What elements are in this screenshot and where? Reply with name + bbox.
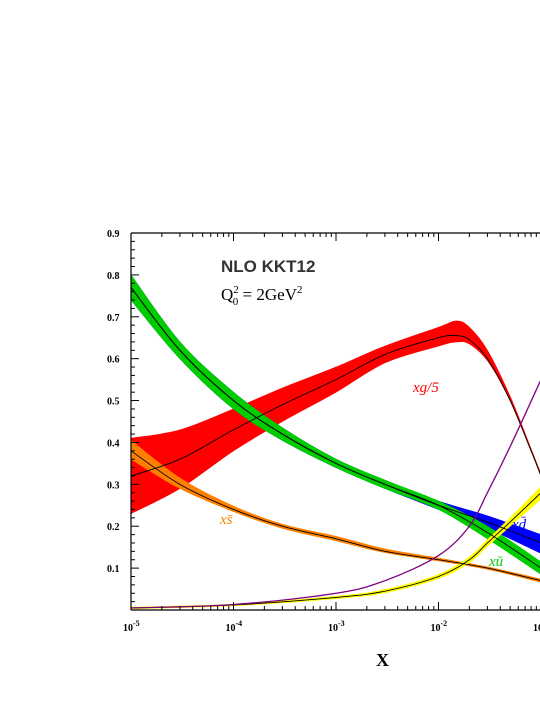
series-label-xsbar: xs̄: [219, 512, 233, 528]
axis-ticks: [130, 232, 537, 611]
x-tick-label: 10-1: [533, 619, 540, 634]
x-tick-label: 10-4: [226, 619, 243, 634]
x-axis-label: X: [376, 650, 389, 670]
y-tick-label: 0.4: [107, 438, 120, 449]
central-curves: [131, 287, 540, 609]
y-tick-label: 0.8: [107, 271, 120, 282]
uncertainty-bands: [131, 274, 540, 610]
band-valence: [131, 487, 540, 610]
chart-title: NLO KKT12: [221, 257, 315, 276]
y-tick-label: 0.7: [107, 313, 120, 324]
series-label-xdbar: xd̄: [511, 517, 527, 533]
y-tick-label: 0.2: [107, 522, 120, 533]
series-label-xg5: xg/5: [412, 380, 439, 396]
y-tick-label: 0.9: [107, 229, 120, 240]
tick-labels: 10-5 10-4 10-3 10-2 10-1 0.1 0.2 0.3 0.4 0.5 0.6 0.…: [107, 229, 540, 634]
band-xg5: [131, 320, 540, 514]
y-tick-label: 0.3: [107, 480, 120, 491]
x-tick-label: 10-5: [123, 619, 140, 634]
curve-xu: [131, 287, 540, 568]
band-xu: [131, 274, 540, 575]
curve-xg5: [131, 334, 540, 477]
curve-xd: [131, 287, 540, 544]
y-tick-label: 0.6: [107, 355, 120, 366]
curve-purple: [131, 380, 540, 609]
series-label-xubar: xū: [488, 554, 503, 570]
y-tick-label: 0.1: [107, 564, 120, 575]
band-xs: [131, 439, 540, 583]
curve-xs: [131, 450, 540, 581]
x-tick-label: 10-3: [328, 619, 345, 634]
chart-subtitle: Q2 0 = 2GeV2: [221, 284, 302, 308]
x-tick-label: 10-2: [431, 619, 448, 634]
y-tick-label: 0.5: [107, 397, 120, 408]
